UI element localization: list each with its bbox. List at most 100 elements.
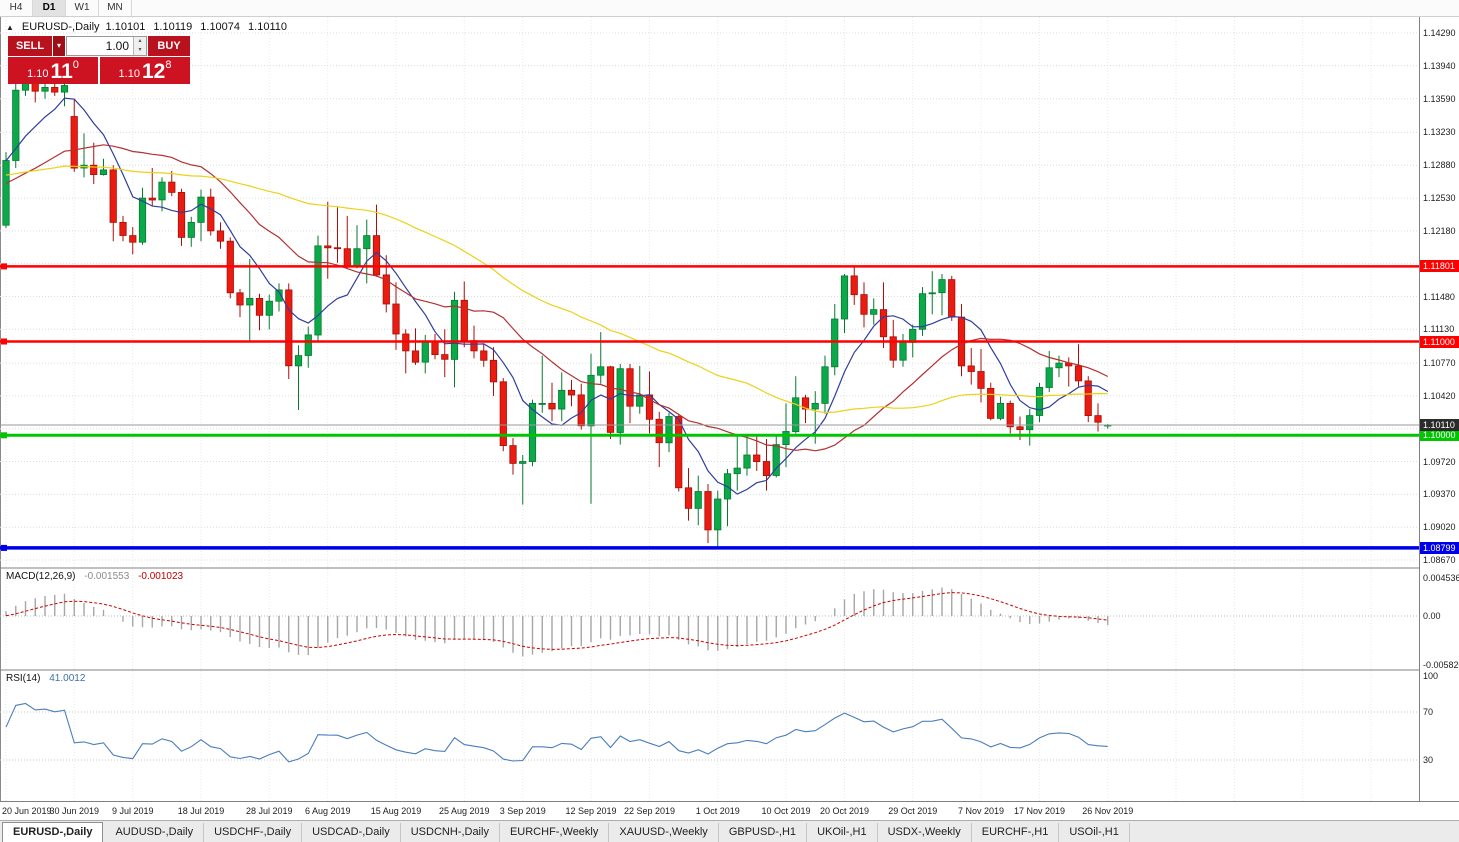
price-scale-label: 1.13590 <box>1423 94 1456 104</box>
current-price-badge: 1.10110 <box>1420 419 1459 431</box>
symbol-marker-icon: ▲ <box>6 22 14 32</box>
hline-handle[interactable] <box>1 263 7 270</box>
rsi-scale-label: 30 <box>1423 755 1434 765</box>
hline-handle[interactable] <box>1 432 7 439</box>
level-price-badge: 1.08799 <box>1420 542 1459 554</box>
sell-dropdown-icon[interactable]: ▾ <box>53 36 65 56</box>
sell-price-pipette: 0 <box>72 59 79 71</box>
date-label: 20 Oct 2019 <box>819 806 870 816</box>
macd-scale-label: 0.004536 <box>1423 573 1459 583</box>
rsi-line <box>5 702 1108 763</box>
chart-tab-eurusd-daily[interactable]: EURUSD-,Daily <box>2 822 104 842</box>
date-label: 10 Oct 2019 <box>761 806 811 816</box>
macd-scale-label: 0.00 <box>1423 611 1441 621</box>
grid-vertical <box>5 17 1372 801</box>
price-scale-label: 1.10770 <box>1423 358 1456 368</box>
date-label: 17 Nov 2019 <box>1013 806 1066 816</box>
sell-button[interactable]: SELL <box>8 36 52 56</box>
buy-price-pipette: 8 <box>165 59 172 71</box>
date-label: 28 Jul 2019 <box>245 806 293 816</box>
chart-tab-usdcad-daily[interactable]: USDCAD-,Daily <box>302 823 401 842</box>
hline-handle[interactable] <box>1 544 7 551</box>
rsi-value: 41.0012 <box>49 673 86 684</box>
sell-price-pips: 11 <box>50 60 73 83</box>
macd-signal-value: -0.001023 <box>138 571 184 582</box>
level-price-badge: 1.10000 <box>1420 429 1459 441</box>
date-label: 1 Oct 2019 <box>695 806 740 816</box>
buy-price-pips: 12 <box>141 60 166 83</box>
date-label: 9 Jul 2019 <box>111 806 154 816</box>
sell-price-big-figure: 1.10 <box>27 68 49 80</box>
price-scale-label: 1.08670 <box>1423 555 1456 565</box>
price-scale-label: 1.12530 <box>1423 193 1456 203</box>
macd-scale-label: -0.005820 <box>1423 660 1459 670</box>
price-scale-label: 1.11480 <box>1423 292 1455 302</box>
chart-tab-eurchf-h1[interactable]: EURCHF-,H1 <box>972 823 1060 842</box>
chart-tab-usdchf-daily[interactable]: USDCHF-,Daily <box>204 823 303 842</box>
chart-tab-bar: EURUSD-,Daily AUDUSD-,Daily USDCHF-,Daily U… <box>0 820 1459 842</box>
timeframe-button-d1[interactable]: D1 <box>33 0 66 16</box>
rsi-scale-label: 100 <box>1423 671 1439 681</box>
level-price-badge: 1.11000 <box>1420 336 1459 348</box>
high-value: 1.10119 <box>153 21 193 33</box>
macd-signal-line <box>5 592 1108 650</box>
time-axis[interactable]: 20 Jun 2019 30 Jun 2019 9 Jul 2019 18 Jul 2… <box>0 801 1459 820</box>
volume-spinner[interactable]: ▴ ▾ <box>133 37 146 55</box>
date-label: 25 Aug 2019 <box>438 806 490 816</box>
grid-horizontal <box>0 32 1419 561</box>
date-label: 30 Jun 2019 <box>49 806 100 816</box>
date-label: 18 Jul 2019 <box>177 806 225 816</box>
chart-tab-xauusd-weekly[interactable]: XAUUSD-,Weekly <box>609 823 719 842</box>
buy-price-display[interactable]: 1.10 12 8 <box>100 57 190 84</box>
chart-canvas[interactable] <box>0 17 1419 801</box>
spinner-up-icon[interactable]: ▴ <box>134 37 146 46</box>
timeframe-toolbar: H4 D1 W1 MN <box>0 0 1459 17</box>
one-click-trading-panel: SELL ▾ 1.00 ▴ ▾ BUY 1.10 11 0 1.10 12 8 <box>8 36 190 84</box>
date-label: 3 Sep 2019 <box>499 806 546 816</box>
price-scale-label: 1.10420 <box>1423 391 1456 401</box>
rsi-scale-label: 70 <box>1423 707 1434 717</box>
macd-header: MACD(12,26,9) -0.001553 -0.001023 <box>6 571 183 582</box>
candles-layer <box>2 68 1112 549</box>
date-label: 26 Nov 2019 <box>1082 806 1134 816</box>
low-value: 1.10074 <box>200 21 241 33</box>
price-scale-label: 1.11130 <box>1423 324 1455 334</box>
date-label: 6 Aug 2019 <box>304 806 351 816</box>
timeframe-button-w1[interactable]: W1 <box>66 0 99 16</box>
price-scale-label: 1.09720 <box>1423 457 1456 467</box>
date-label: 20 Jun 2019 <box>2 806 52 816</box>
chart-tab-eurchf-weekly[interactable]: EURCHF-,Weekly <box>500 823 610 842</box>
price-scale-label: 1.14290 <box>1423 28 1456 38</box>
price-scale-label: 1.12880 <box>1423 160 1456 170</box>
macd-histogram <box>5 587 1109 657</box>
price-scale-label: 1.13940 <box>1423 61 1456 71</box>
ma-line-20 <box>5 144 1109 452</box>
date-label: 12 Sep 2019 <box>565 806 617 816</box>
chart-tab-audusd-daily[interactable]: AUDUSD-,Daily <box>105 823 205 842</box>
chart-tab-ukoil-h1[interactable]: UKOil-,H1 <box>807 823 878 842</box>
timeframe-button-mn[interactable]: MN <box>99 0 132 16</box>
spinner-down-icon[interactable]: ▾ <box>134 46 146 55</box>
close-value: 1.10110 <box>248 21 287 33</box>
price-scale[interactable]: 1.14290 1.13940 1.13590 1.13230 1.12880 1.125… <box>1419 17 1459 801</box>
timeframe-button-h4[interactable]: H4 <box>0 0 33 16</box>
rsi-header: RSI(14) 41.0012 <box>6 673 85 684</box>
buy-price-big-figure: 1.10 <box>118 68 140 80</box>
date-label: 22 Sep 2019 <box>623 806 676 816</box>
hline-handle[interactable] <box>1 338 7 345</box>
chart-tab-gbpusd-h1[interactable]: GBPUSD-,H1 <box>719 823 808 842</box>
sell-price-display[interactable]: 1.10 11 0 <box>8 57 98 84</box>
open-value: 1.10101 <box>105 21 146 33</box>
symbol-label: EURUSD-,Daily <box>21 21 100 33</box>
volume-input[interactable]: 1.00 ▴ ▾ <box>66 36 147 56</box>
buy-button[interactable]: BUY <box>148 36 190 56</box>
chart-tab-usdx-weekly[interactable]: USDX-,Weekly <box>878 823 972 842</box>
date-label: 7 Nov 2019 <box>957 806 1005 816</box>
volume-value: 1.00 <box>105 39 129 53</box>
chart-tab-usdcnh-daily[interactable]: USDCNH-,Daily <box>401 823 500 842</box>
date-label: 15 Aug 2019 <box>370 806 422 816</box>
level-lines[interactable] <box>0 263 1419 551</box>
chart-tab-usoil-h1[interactable]: USOil-,H1 <box>1059 823 1130 842</box>
price-scale-label: 1.13230 <box>1423 127 1456 137</box>
